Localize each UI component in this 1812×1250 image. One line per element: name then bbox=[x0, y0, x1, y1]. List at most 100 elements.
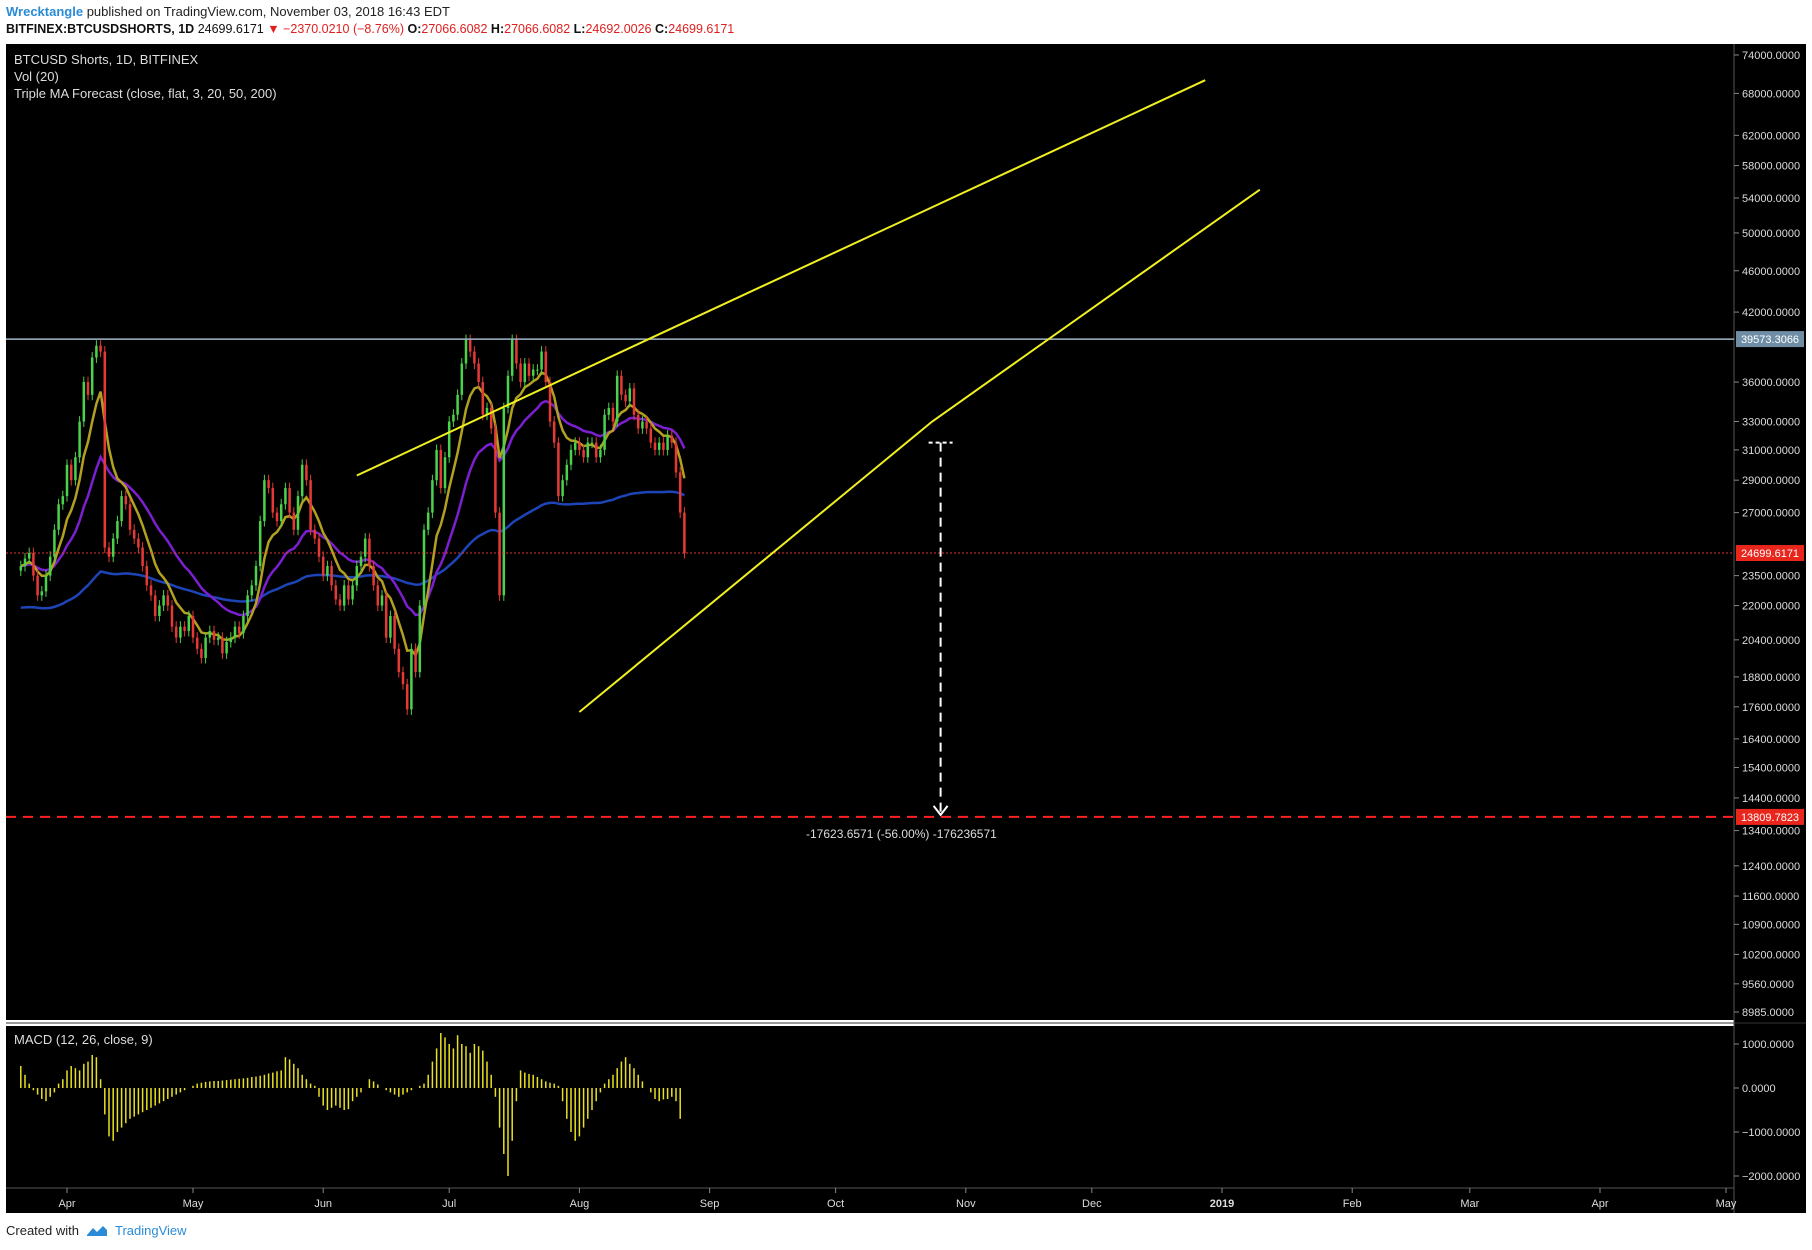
candle-down bbox=[305, 464, 308, 481]
candle-down bbox=[683, 512, 686, 554]
candle-down bbox=[439, 449, 443, 489]
candle-down bbox=[313, 529, 317, 539]
drawn-lines bbox=[6, 79, 1734, 818]
candle-up bbox=[326, 566, 329, 576]
candle-down bbox=[166, 595, 170, 606]
price-tick-label: 10900.0000 bbox=[1742, 919, 1800, 931]
candle-up bbox=[111, 538, 115, 557]
price-tick-label: 58000.0000 bbox=[1742, 161, 1800, 173]
candle-up bbox=[279, 504, 283, 522]
author-link[interactable]: Wrecktangle bbox=[6, 4, 84, 19]
close-label: C: bbox=[655, 22, 669, 36]
candle-up bbox=[641, 421, 644, 429]
candle-up bbox=[485, 407, 489, 415]
last-price-badge: 24699.6171 bbox=[1741, 548, 1799, 560]
candles bbox=[19, 334, 686, 715]
candle-up bbox=[225, 642, 228, 654]
price-tick-label: 9560.0000 bbox=[1742, 979, 1794, 991]
candle-up bbox=[162, 595, 165, 606]
candle-up bbox=[216, 637, 220, 640]
high-label: H: bbox=[490, 22, 505, 36]
candle-down bbox=[498, 512, 501, 596]
candle-up bbox=[561, 480, 564, 497]
candle-up bbox=[464, 339, 468, 364]
candle-down bbox=[292, 512, 296, 530]
candle-down bbox=[414, 648, 417, 673]
candle-down bbox=[645, 421, 648, 429]
candle-up bbox=[187, 615, 191, 632]
macd-tick-label: 0.0000 bbox=[1742, 1083, 1776, 1095]
candle-down bbox=[267, 480, 270, 489]
candle-down bbox=[548, 382, 552, 422]
price-tick-label: 29000.0000 bbox=[1742, 475, 1800, 487]
candle-up bbox=[443, 457, 447, 489]
candle-up bbox=[351, 585, 354, 600]
candle-up bbox=[233, 626, 237, 638]
candle-up bbox=[95, 345, 98, 358]
candle-down bbox=[309, 480, 312, 530]
price-tick-label: 62000.0000 bbox=[1742, 130, 1800, 142]
candle-down bbox=[271, 488, 275, 513]
candle-down bbox=[137, 538, 140, 548]
candle-up bbox=[435, 449, 438, 481]
candle-down bbox=[99, 345, 102, 352]
candle-down bbox=[519, 363, 522, 383]
price-tick-label: 20400.0000 bbox=[1742, 635, 1800, 647]
last-price-badge-bg bbox=[1736, 545, 1804, 562]
ma50-line bbox=[20, 399, 686, 617]
candle-down bbox=[552, 421, 556, 443]
legend-triple-ma: Triple MA Forecast (close, flat, 3, 20, … bbox=[14, 86, 277, 101]
candle-down bbox=[678, 472, 682, 513]
target-price-badge: 13809.7823 bbox=[1741, 812, 1799, 824]
open-label: O: bbox=[407, 22, 422, 36]
candle-up bbox=[380, 595, 384, 606]
price-tick-label: 8985.0000 bbox=[1742, 1007, 1794, 1019]
symbol-text: BITFINEX:BTCUSDSHORTS, 1D bbox=[6, 22, 195, 36]
candle-up bbox=[359, 556, 363, 567]
open-value: 27066.6082 bbox=[421, 22, 488, 36]
tradingview-link[interactable]: TradingView bbox=[114, 1223, 187, 1238]
macd-pane-bg bbox=[6, 1026, 1734, 1188]
candle-down bbox=[649, 428, 653, 443]
candle-down bbox=[221, 637, 224, 654]
candle-up bbox=[254, 566, 258, 586]
candle-up bbox=[431, 480, 434, 513]
candle-up bbox=[90, 357, 94, 395]
tradingview-logo-icon bbox=[86, 1225, 107, 1236]
candle-up bbox=[300, 464, 304, 497]
price-tick-label: 33000.0000 bbox=[1742, 417, 1800, 429]
candle-down bbox=[515, 339, 518, 364]
candle-down bbox=[401, 672, 405, 685]
candle-up bbox=[363, 538, 367, 557]
upper-trendline bbox=[356, 79, 1206, 477]
main-pane-bg bbox=[6, 44, 1734, 1020]
candle-down bbox=[334, 585, 338, 600]
candle-up bbox=[573, 442, 577, 450]
candle-up bbox=[603, 414, 606, 450]
candle-up bbox=[116, 521, 119, 539]
price-tick-label: 16400.0000 bbox=[1742, 734, 1800, 746]
candle-up bbox=[456, 394, 459, 415]
candle-down bbox=[288, 488, 291, 513]
candle-up bbox=[502, 407, 506, 596]
candle-down bbox=[183, 626, 186, 632]
candle-up bbox=[53, 529, 56, 557]
candle-up bbox=[246, 595, 249, 616]
candle-up bbox=[65, 464, 69, 497]
low-label: L: bbox=[573, 22, 586, 36]
candle-up bbox=[590, 442, 594, 444]
candle-up bbox=[586, 442, 590, 458]
candle-up bbox=[27, 553, 31, 559]
candle-down bbox=[578, 442, 581, 450]
candle-up bbox=[540, 351, 543, 370]
candle-up bbox=[242, 615, 245, 634]
price-tick-label: 17600.0000 bbox=[1742, 702, 1800, 714]
candle-down bbox=[594, 442, 598, 458]
ma200-line bbox=[20, 490, 685, 610]
candle-up bbox=[40, 591, 44, 596]
candle-down bbox=[376, 585, 380, 606]
ohlc-line: BITFINEX:BTCUSDSHORTS, 1D 24699.6171 ▼ −… bbox=[6, 21, 734, 37]
time-tick-label: May bbox=[183, 1198, 204, 1210]
candle-up bbox=[296, 496, 300, 530]
